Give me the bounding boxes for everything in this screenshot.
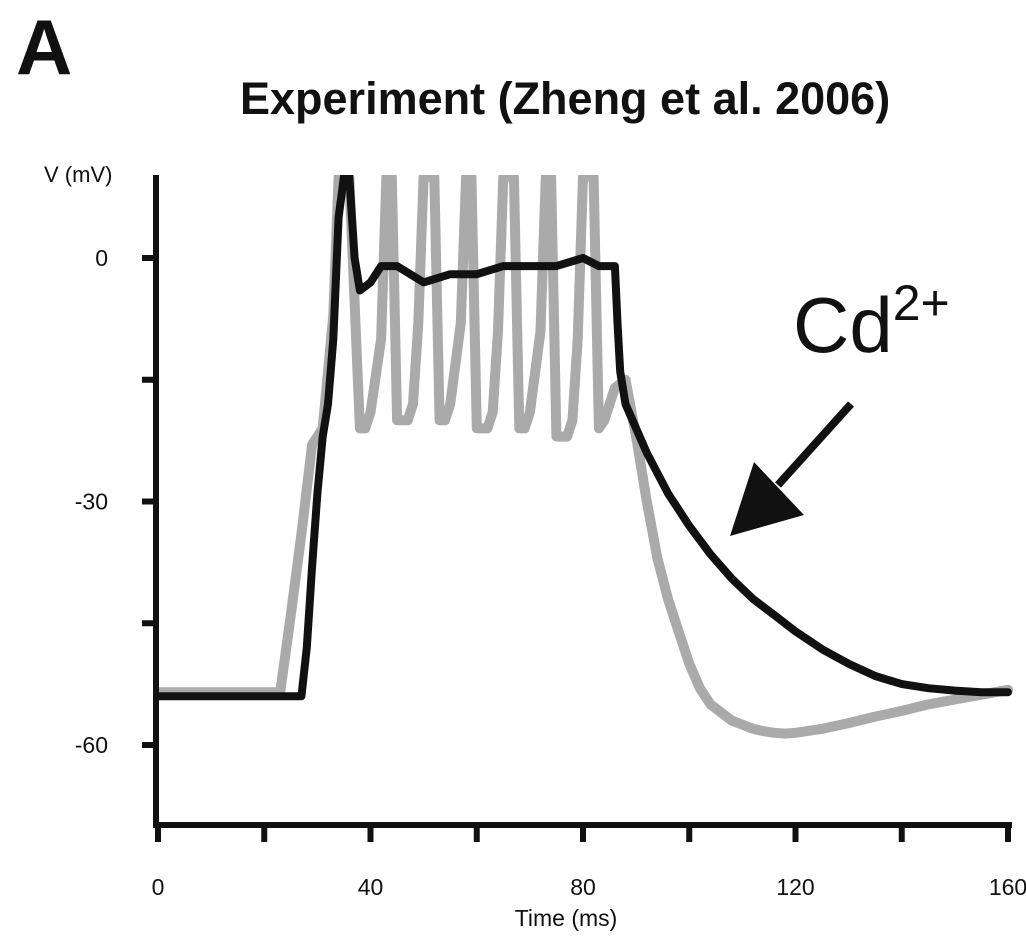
panel-label: A xyxy=(16,3,73,91)
chart-title: Experiment (Zheng et al. 2006) xyxy=(240,73,891,124)
x-tick-label: 120 xyxy=(776,874,814,900)
cd-annotation-arrow-head xyxy=(730,462,804,536)
series-line-cd2- xyxy=(153,175,1013,739)
y-tick-label: -30 xyxy=(75,489,108,515)
x-tick-label: 160 xyxy=(989,874,1026,900)
series-layer xyxy=(153,175,1013,739)
cd-annotation-arrow-shaft xyxy=(775,401,854,488)
annotation-layer: Cd2+ xyxy=(730,275,950,536)
y-tick-label: 0 xyxy=(95,245,108,271)
x-tick-label: 40 xyxy=(358,874,384,900)
y-tick-label: -60 xyxy=(75,732,108,758)
axes-layer: 0 40 80 120 160 0 -30 -60 V (mV) Time (ms) xyxy=(44,162,1026,931)
x-axis-label: Time (ms) xyxy=(515,905,618,931)
x-tick-label: 80 xyxy=(570,874,596,900)
y-axis-label: V (mV) xyxy=(44,162,112,187)
cd-annotation-label: Cd2+ xyxy=(793,275,950,369)
series-line-control xyxy=(154,175,1012,701)
x-tick-label: 0 xyxy=(152,874,165,900)
